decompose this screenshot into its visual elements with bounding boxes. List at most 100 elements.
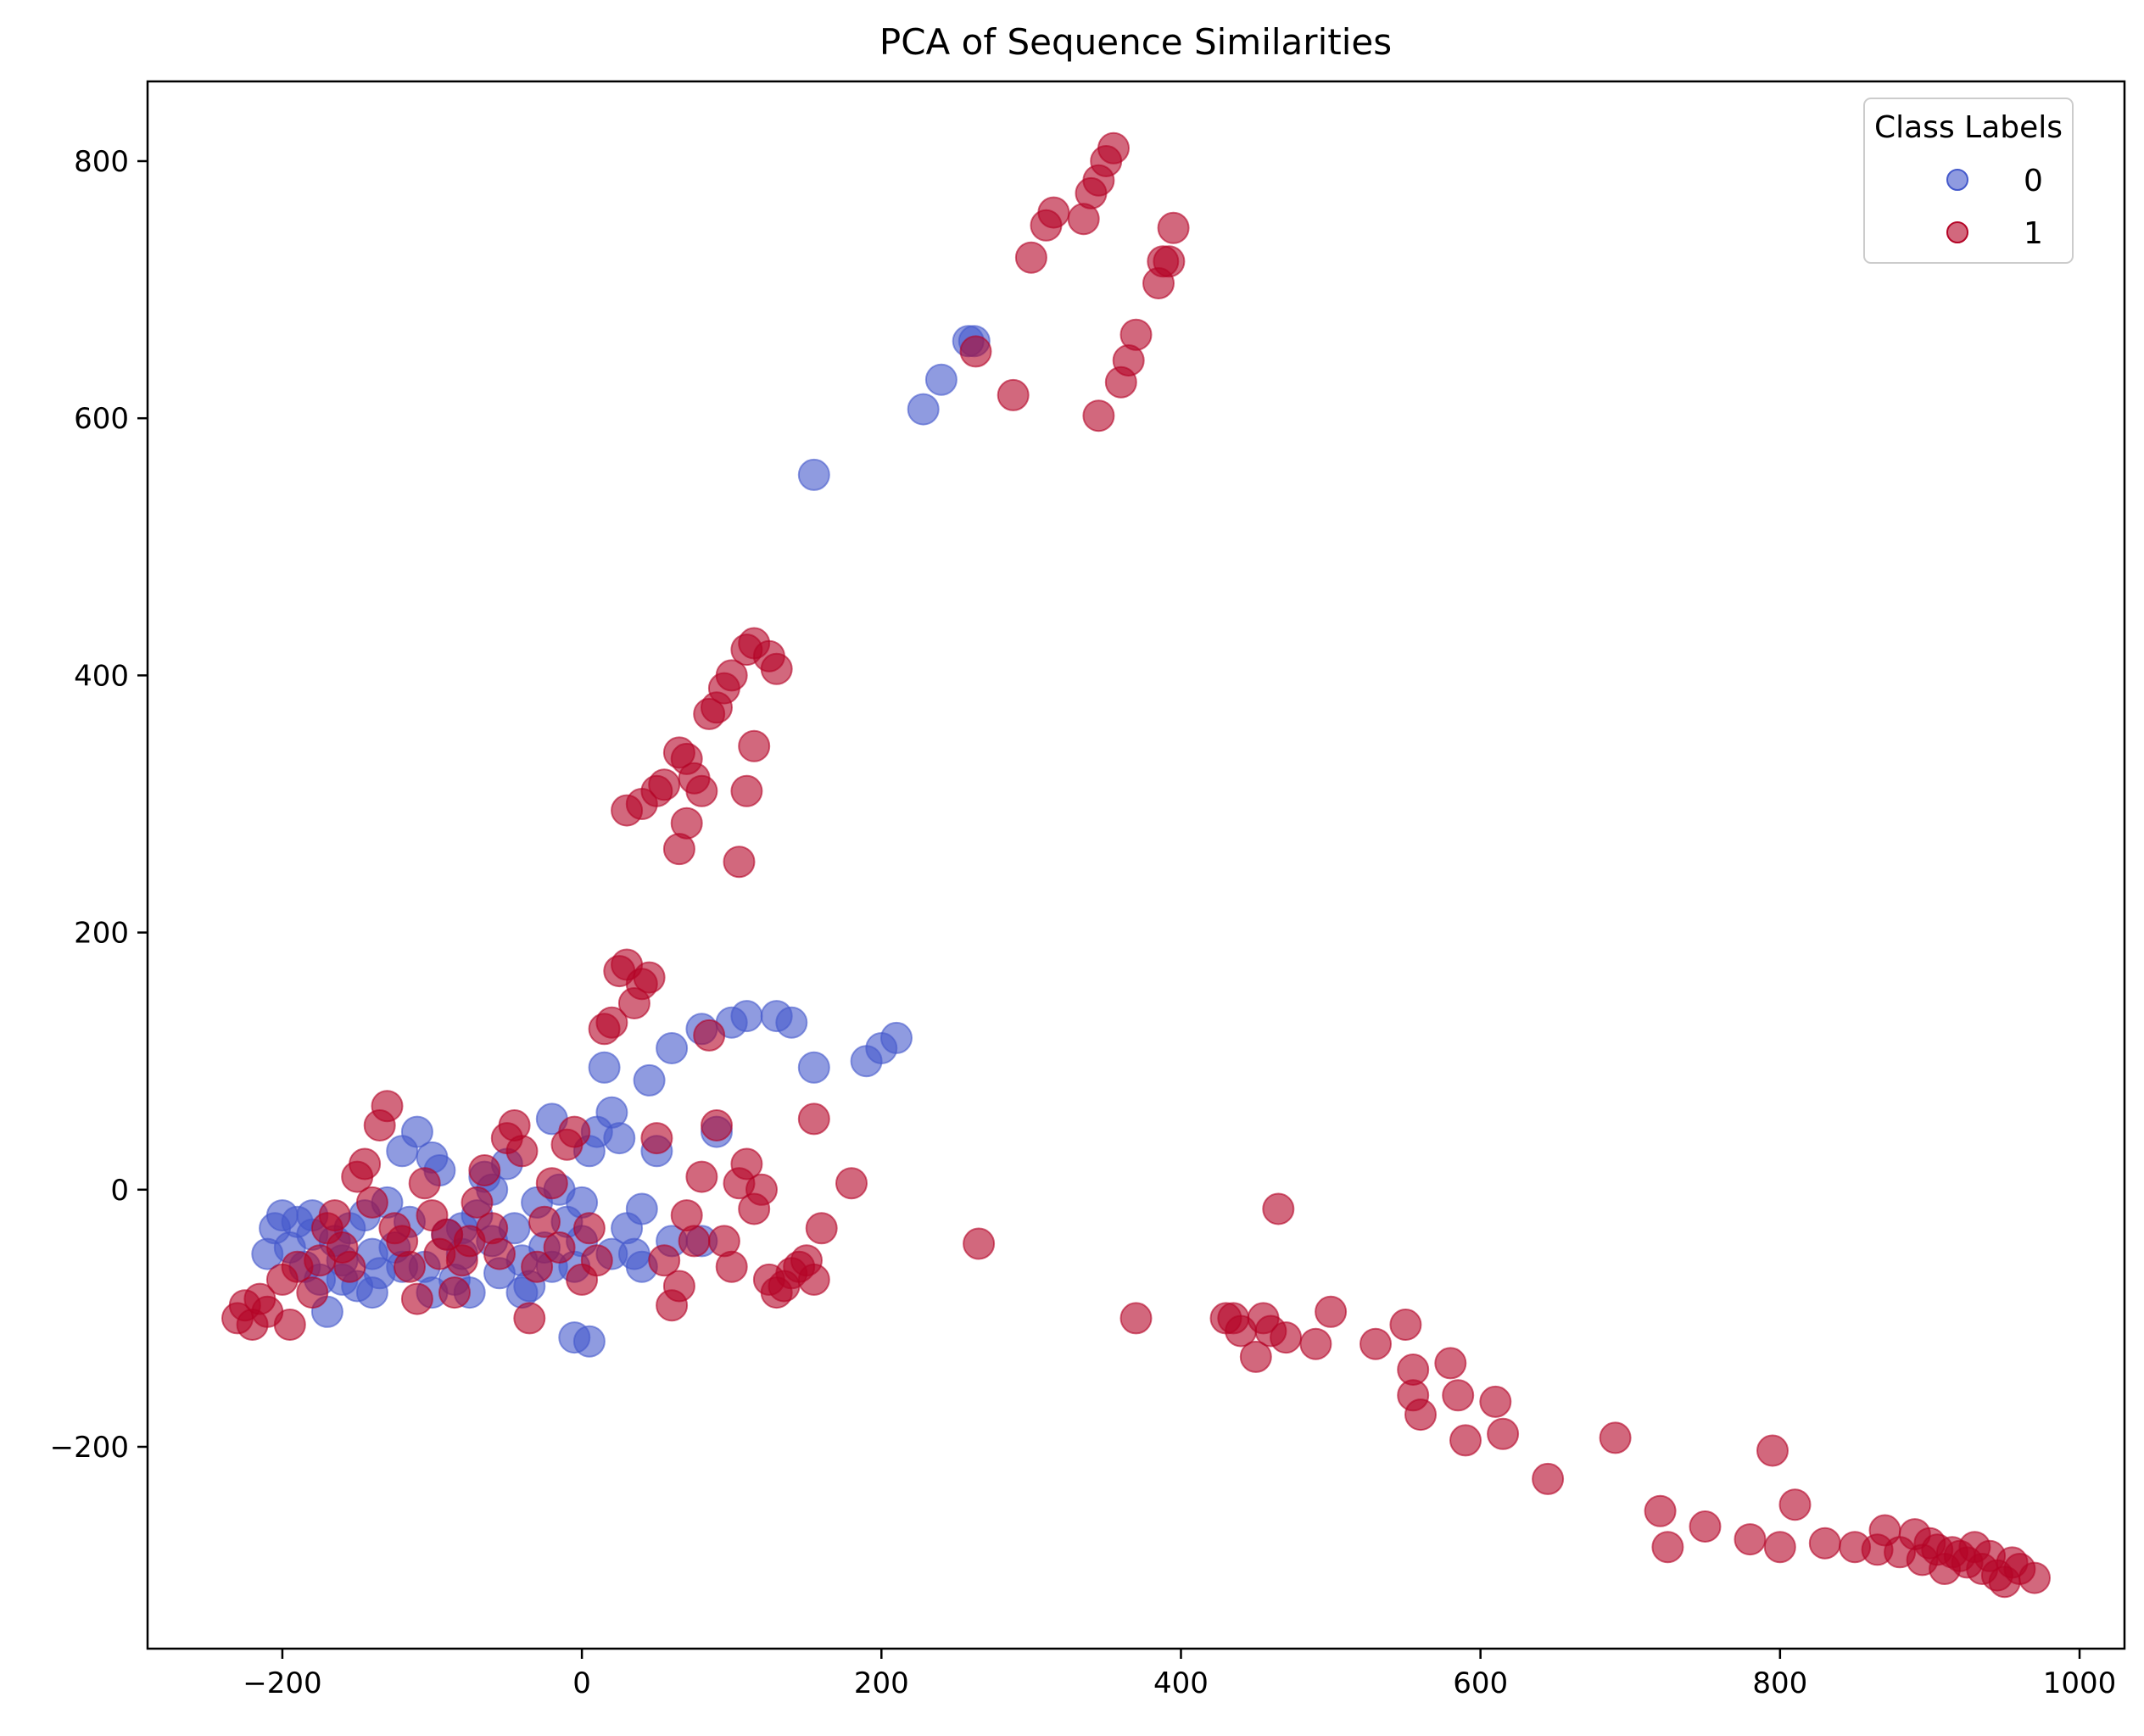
point-class-1 [1763,1531,1796,1564]
point-class-1 [572,1212,606,1245]
point-class-1 [797,1102,830,1136]
point-class-1 [1479,1385,1512,1418]
point-class-1 [483,1237,516,1270]
legend-marker-0 [1946,169,1968,191]
point-class-1 [1778,1488,1812,1521]
point-class-0 [730,1000,763,1033]
point-class-1 [1404,1398,1437,1432]
point-class-0 [355,1276,388,1309]
point-class-1 [760,652,793,685]
point-class-1 [797,1263,830,1296]
point-class-1 [468,1154,501,1186]
x-tick-label: 0 [572,1666,591,1700]
x-tick-label: 800 [1752,1666,1807,1700]
point-class-1 [835,1167,868,1200]
point-class-1 [1119,1302,1153,1335]
point-class-1 [2018,1561,2051,1594]
point-class-1 [1082,399,1115,433]
point-class-1 [1037,196,1070,229]
y-axis: −200 0 200 400 600 800 [50,145,148,1465]
point-class-1 [1449,1424,1482,1457]
point-class-1 [678,1225,711,1258]
point-class-1 [1119,318,1153,351]
point-class-1 [730,774,763,807]
point-class-0 [797,1051,830,1084]
chart-title: PCA of Sequence Similarities [879,21,1392,63]
point-class-1 [1270,1321,1303,1354]
point-class-1 [505,1135,539,1168]
x-tick-label: 600 [1453,1666,1508,1700]
point-class-1 [558,1115,591,1148]
point-class-1 [296,1276,329,1309]
point-class-1 [371,1090,404,1123]
legend-box [1863,98,2074,264]
legend: Class Labels 0 1 [1863,98,2074,264]
y-tick-label: 800 [74,145,129,179]
point-class-1 [318,1199,351,1232]
x-tick-label: 200 [854,1666,909,1700]
point-class-1 [1097,131,1130,165]
point-class-1 [528,1205,561,1238]
plot-frame [146,80,2126,1650]
point-class-0 [797,458,830,491]
point-class-1 [640,1122,673,1155]
point-class-1 [685,774,718,807]
point-class-1 [394,1250,426,1283]
point-class-1 [715,1250,748,1283]
point-class-0 [588,1051,621,1084]
point-class-1 [1734,1523,1767,1556]
point-class-1 [1157,211,1190,244]
point-class-1 [738,729,771,762]
y-tick-label: 200 [74,917,129,951]
point-class-1 [1239,1340,1272,1373]
point-class-1 [715,659,748,692]
point-class-1 [730,1147,763,1181]
legend-label-1: 1 [2024,216,2043,251]
x-axis: −200 0 200 400 600 800 1000 [243,1649,2116,1700]
point-class-1 [513,1302,546,1335]
point-class-1 [461,1186,494,1219]
point-class-1 [959,335,992,368]
point-class-1 [349,1147,382,1181]
point-class-0 [572,1325,606,1358]
point-class-1 [685,1160,718,1193]
point-class-1 [355,1186,388,1219]
point-class-0 [880,1021,913,1054]
point-class-1 [1262,1192,1295,1225]
x-tick-label: 1000 [2043,1666,2117,1700]
point-class-1 [1599,1421,1632,1454]
point-class-1 [662,1270,695,1303]
point-class-1 [595,1006,628,1039]
point-class-1 [1315,1295,1348,1328]
point-class-1 [1487,1417,1520,1450]
point-class-1 [273,1309,306,1341]
point-class-1 [543,1231,576,1264]
point-class-1 [521,1250,554,1283]
legend-marker-1 [1946,221,1968,243]
point-class-1 [701,1109,733,1142]
point-class-1 [1689,1510,1722,1543]
y-tick-label: −200 [50,1431,129,1465]
point-class-1 [648,1244,681,1277]
point-class-1 [963,1227,996,1260]
legend-label-0: 0 [2024,164,2043,198]
point-class-0 [603,1122,636,1155]
point-class-1 [745,1173,778,1206]
point-class-0 [625,1192,658,1225]
point-class-1 [408,1167,441,1200]
point-class-1 [400,1282,433,1315]
point-class-1 [723,846,756,879]
point-class-0 [400,1115,433,1148]
point-class-1 [693,1019,726,1052]
points-layer [221,131,2051,1599]
point-class-1 [1532,1462,1565,1495]
point-class-1 [333,1250,366,1283]
point-class-0 [907,393,940,426]
y-tick-label: 0 [110,1174,129,1208]
point-class-0 [633,1063,666,1097]
point-class-0 [924,363,958,396]
point-class-1 [1014,241,1047,274]
point-class-1 [1651,1531,1684,1564]
point-class-1 [648,768,681,801]
